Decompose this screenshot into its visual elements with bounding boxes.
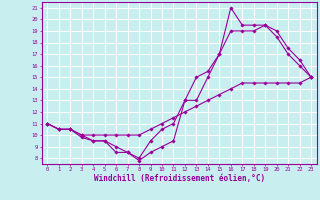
X-axis label: Windchill (Refroidissement éolien,°C): Windchill (Refroidissement éolien,°C) [94,174,265,183]
